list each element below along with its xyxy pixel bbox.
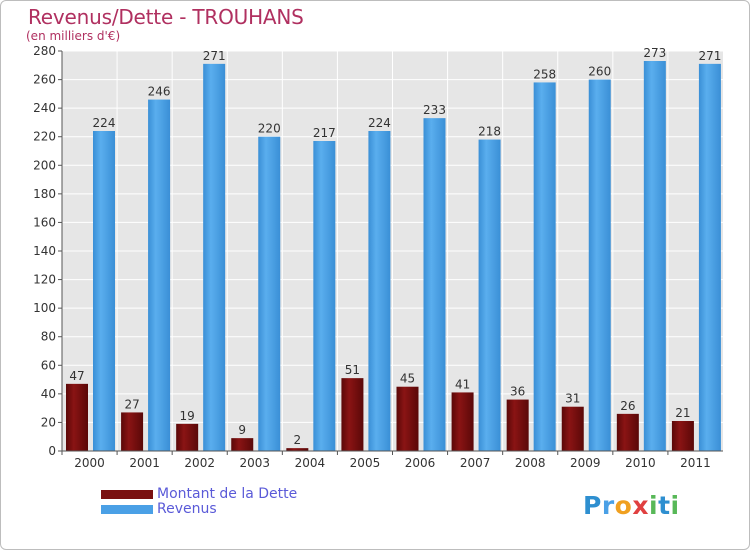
x-tick-label: 2005 bbox=[350, 456, 381, 470]
data-label-dette-2003: 9 bbox=[238, 423, 246, 437]
bar-dette-2011 bbox=[671, 421, 694, 451]
x-tick-label: 2009 bbox=[570, 456, 601, 470]
logo-letter: t bbox=[658, 491, 671, 520]
data-label-revenus-2003: 220 bbox=[258, 122, 281, 136]
x-tick-label: 2002 bbox=[184, 456, 215, 470]
y-tick-label: 0 bbox=[48, 444, 56, 458]
bar-revenus-2000 bbox=[93, 131, 115, 451]
y-tick-label: 220 bbox=[33, 130, 56, 144]
data-label-dette-2000: 47 bbox=[69, 369, 84, 383]
y-tick-label: 60 bbox=[41, 358, 56, 372]
data-label-dette-2010: 26 bbox=[620, 399, 635, 413]
x-tick-label: 2004 bbox=[295, 456, 326, 470]
bar-revenus-2008 bbox=[533, 82, 556, 451]
data-label-revenus-2009: 260 bbox=[588, 65, 611, 79]
bar-revenus-2009 bbox=[588, 79, 611, 452]
data-label-revenus-2008: 258 bbox=[533, 67, 556, 81]
bars bbox=[66, 61, 721, 452]
bar-revenus-2002 bbox=[203, 63, 226, 451]
bar-revenus-2007 bbox=[478, 139, 501, 452]
legend-swatch-dette bbox=[101, 490, 153, 499]
x-tick-label: 2006 bbox=[405, 456, 436, 470]
y-tick-label: 100 bbox=[33, 301, 56, 315]
x-tick-labels: 2000 2001 2002 2003 2004 2005 2006 2007 2008 2009… bbox=[74, 456, 710, 470]
data-label-revenus-2002: 271 bbox=[203, 49, 226, 63]
data-label-revenus-2011: 271 bbox=[698, 49, 721, 63]
data-label-revenus-2000: 224 bbox=[93, 116, 116, 130]
x-tick-label: 2011 bbox=[680, 456, 711, 470]
axes bbox=[58, 50, 723, 455]
bar-revenus-2001 bbox=[148, 99, 171, 452]
data-labels: 47 224 27 246 19 271 9 220 2 217 51 224 45 233 41 218 36… bbox=[69, 46, 721, 447]
bar-revenus-2006 bbox=[423, 118, 446, 452]
proxiti-logo: Proxiti bbox=[583, 491, 680, 520]
y-tick-label: 80 bbox=[41, 330, 56, 344]
logo-letter: i bbox=[670, 491, 680, 520]
y-tick-label: 20 bbox=[41, 415, 56, 429]
data-label-dette-2007: 41 bbox=[455, 377, 470, 391]
data-label-revenus-2006: 233 bbox=[423, 103, 446, 117]
data-label-dette-2009: 31 bbox=[565, 392, 580, 406]
grid-lines bbox=[62, 50, 723, 452]
x-tick-label: 2000 bbox=[74, 456, 105, 470]
y-tick-label: 40 bbox=[41, 387, 56, 401]
bar-revenus-2004 bbox=[313, 141, 336, 451]
data-label-dette-2011: 21 bbox=[675, 406, 690, 420]
data-label-revenus-2007: 218 bbox=[478, 125, 501, 139]
bar-dette-2007 bbox=[451, 392, 474, 451]
logo-letter: P bbox=[583, 491, 602, 520]
y-tick-label: 240 bbox=[33, 101, 56, 115]
x-tick-label: 2010 bbox=[625, 456, 656, 470]
bar-dette-2010 bbox=[616, 413, 639, 451]
y-tick-label: 140 bbox=[33, 244, 56, 258]
y-tick-label: 280 bbox=[33, 44, 56, 58]
logo-letter: o bbox=[614, 491, 633, 520]
bar-dette-2006 bbox=[396, 386, 419, 451]
bar-revenus-2003 bbox=[258, 136, 281, 451]
x-tick-label: 2003 bbox=[240, 456, 271, 470]
legend-label-dette: Montant de la Dette bbox=[157, 486, 298, 502]
chart-subtitle: (en milliers d'€) bbox=[26, 29, 121, 43]
data-label-dette-2004: 2 bbox=[294, 433, 302, 447]
y-tick-label: 160 bbox=[33, 215, 56, 229]
bar-revenus-2005 bbox=[368, 131, 391, 451]
bar-dette-2004 bbox=[286, 448, 309, 451]
y-tick-label: 260 bbox=[33, 73, 56, 87]
data-label-dette-2006: 45 bbox=[400, 372, 415, 386]
x-tick-label: 2001 bbox=[129, 456, 160, 470]
bar-revenus-2010 bbox=[643, 61, 666, 451]
bar-dette-2003 bbox=[231, 438, 254, 451]
data-label-dette-2005: 51 bbox=[345, 363, 360, 377]
data-label-dette-2002: 19 bbox=[180, 409, 195, 423]
data-label-revenus-2001: 246 bbox=[148, 85, 171, 99]
x-tick-label: 2008 bbox=[515, 456, 546, 470]
bar-dette-2001 bbox=[121, 412, 144, 451]
bar-dette-2002 bbox=[176, 423, 199, 451]
bar-dette-2005 bbox=[341, 378, 364, 451]
y-tick-label: 200 bbox=[33, 158, 56, 172]
bar-dette-2008 bbox=[506, 399, 529, 451]
y-tick-label: 120 bbox=[33, 273, 56, 287]
bar-dette-2000 bbox=[66, 383, 88, 451]
chart-title: Revenus/Dette - TROUHANS bbox=[28, 5, 304, 29]
y-tick-labels: 0 20 40 60 80 100 120 140 160 180 200 220 240 260 280 bbox=[33, 44, 56, 458]
data-label-revenus-2004: 217 bbox=[313, 126, 336, 140]
data-label-revenus-2010: 273 bbox=[643, 46, 666, 60]
legend-swatch-revenus bbox=[101, 505, 153, 514]
logo-letter: x bbox=[632, 491, 649, 520]
legend-label-revenus: Revenus bbox=[157, 501, 217, 517]
data-label-dette-2008: 36 bbox=[510, 385, 525, 399]
x-tick-label: 2007 bbox=[460, 456, 491, 470]
logo-letter: r bbox=[601, 491, 615, 520]
y-tick-label: 180 bbox=[33, 187, 56, 201]
data-label-dette-2001: 27 bbox=[124, 397, 139, 411]
bar-revenus-2011 bbox=[698, 63, 721, 451]
data-label-revenus-2005: 224 bbox=[368, 116, 391, 130]
logo-letter: i bbox=[649, 491, 659, 520]
bar-dette-2009 bbox=[561, 406, 584, 451]
